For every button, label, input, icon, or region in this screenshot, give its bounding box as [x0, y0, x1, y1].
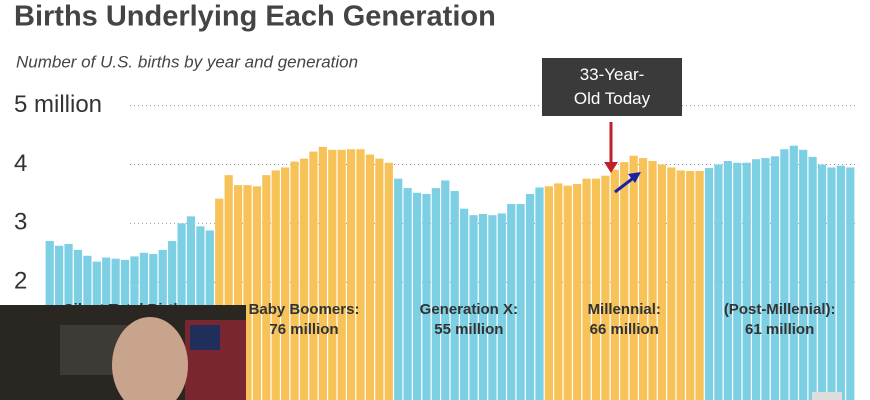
bar: [450, 191, 459, 400]
bar: [262, 175, 271, 400]
bar: [337, 149, 346, 400]
bar: [478, 213, 488, 400]
bar: [403, 188, 412, 400]
bar: [638, 158, 648, 400]
webcam-flag-stars: [190, 325, 220, 350]
bar: [233, 185, 243, 400]
bar: [224, 175, 233, 400]
generation-label: Baby Boomers:: [249, 301, 360, 318]
bar: [535, 187, 544, 400]
bar: [610, 169, 619, 400]
bar: [789, 145, 798, 400]
bar: [629, 155, 638, 400]
bar: [281, 167, 290, 400]
generation-label: 55 million: [434, 321, 503, 338]
bar: [723, 160, 732, 400]
generation-label: 76 million: [269, 321, 338, 338]
annotation-arrowhead: [604, 162, 618, 173]
bar: [620, 162, 629, 400]
drawn-arrowhead: [628, 172, 641, 183]
bar: [309, 151, 318, 400]
bar: [827, 167, 836, 400]
generation-label: 66 million: [590, 321, 659, 338]
annotation-box: [542, 58, 682, 116]
bar: [601, 175, 610, 400]
bar: [770, 156, 780, 400]
bar: [544, 186, 554, 400]
bar: [836, 165, 845, 400]
bar: [252, 186, 262, 400]
bar: [299, 158, 309, 400]
bar: [591, 178, 601, 400]
bar: [846, 167, 855, 400]
annotation-layer: 33-Year-Old Today: [542, 58, 682, 194]
annotation-container: 33-Year-Old Today: [573, 65, 651, 108]
bar: [318, 146, 327, 400]
bar: [573, 183, 582, 400]
chart-subtitle: Number of U.S. births by year and genera…: [16, 52, 358, 71]
bar: [422, 193, 431, 400]
webcam-person: [112, 317, 188, 400]
bar: [460, 208, 469, 400]
generation-label: (Post-Millenial):: [724, 301, 836, 318]
bar: [704, 168, 714, 400]
generation-label: 61 million: [745, 321, 814, 338]
bar: [742, 162, 751, 400]
bar: [761, 158, 770, 400]
bar: [346, 149, 356, 400]
webcam-overlay: [0, 305, 842, 400]
bar: [215, 198, 224, 400]
bar: [431, 188, 440, 400]
bar: [394, 178, 403, 400]
bar: [676, 170, 685, 400]
bar: [525, 193, 535, 400]
bar: [582, 178, 591, 400]
bar: [554, 183, 563, 400]
bar: [328, 149, 337, 400]
bar: [516, 203, 525, 400]
bar: [563, 185, 572, 400]
bar: [733, 162, 742, 400]
y-tick-label: 2: [14, 268, 27, 295]
bar: [817, 164, 827, 400]
bar: [441, 180, 450, 400]
bar: [356, 149, 365, 400]
bar: [751, 159, 761, 400]
bar: [695, 171, 704, 400]
bar: [375, 158, 384, 400]
bar: [648, 160, 657, 400]
y-tick-label: 4: [14, 150, 27, 177]
bar: [507, 203, 516, 400]
bar: [384, 162, 393, 400]
bar: [271, 170, 280, 400]
bar: [780, 149, 789, 400]
bar: [808, 156, 817, 400]
generation-label: Generation X:: [420, 301, 518, 318]
bar: [686, 171, 695, 400]
bar: [365, 154, 375, 400]
corner-logo: [812, 392, 842, 400]
bar: [488, 215, 497, 400]
chart-title: Births Underlying Each Generation: [14, 1, 496, 33]
bar: [412, 192, 422, 400]
bar: [290, 161, 299, 400]
bar: [469, 215, 478, 400]
bar: [657, 164, 667, 400]
generation-label: Millennial:: [588, 301, 661, 318]
bar: [497, 213, 506, 400]
y-tick-label: 5 million: [14, 91, 102, 118]
bar: [667, 167, 676, 400]
y-tick-label: 3: [14, 209, 27, 236]
bar: [799, 149, 808, 400]
bar: [243, 185, 252, 400]
bar: [714, 164, 723, 400]
annotation-text: 33-Year-Old Today: [573, 65, 651, 108]
